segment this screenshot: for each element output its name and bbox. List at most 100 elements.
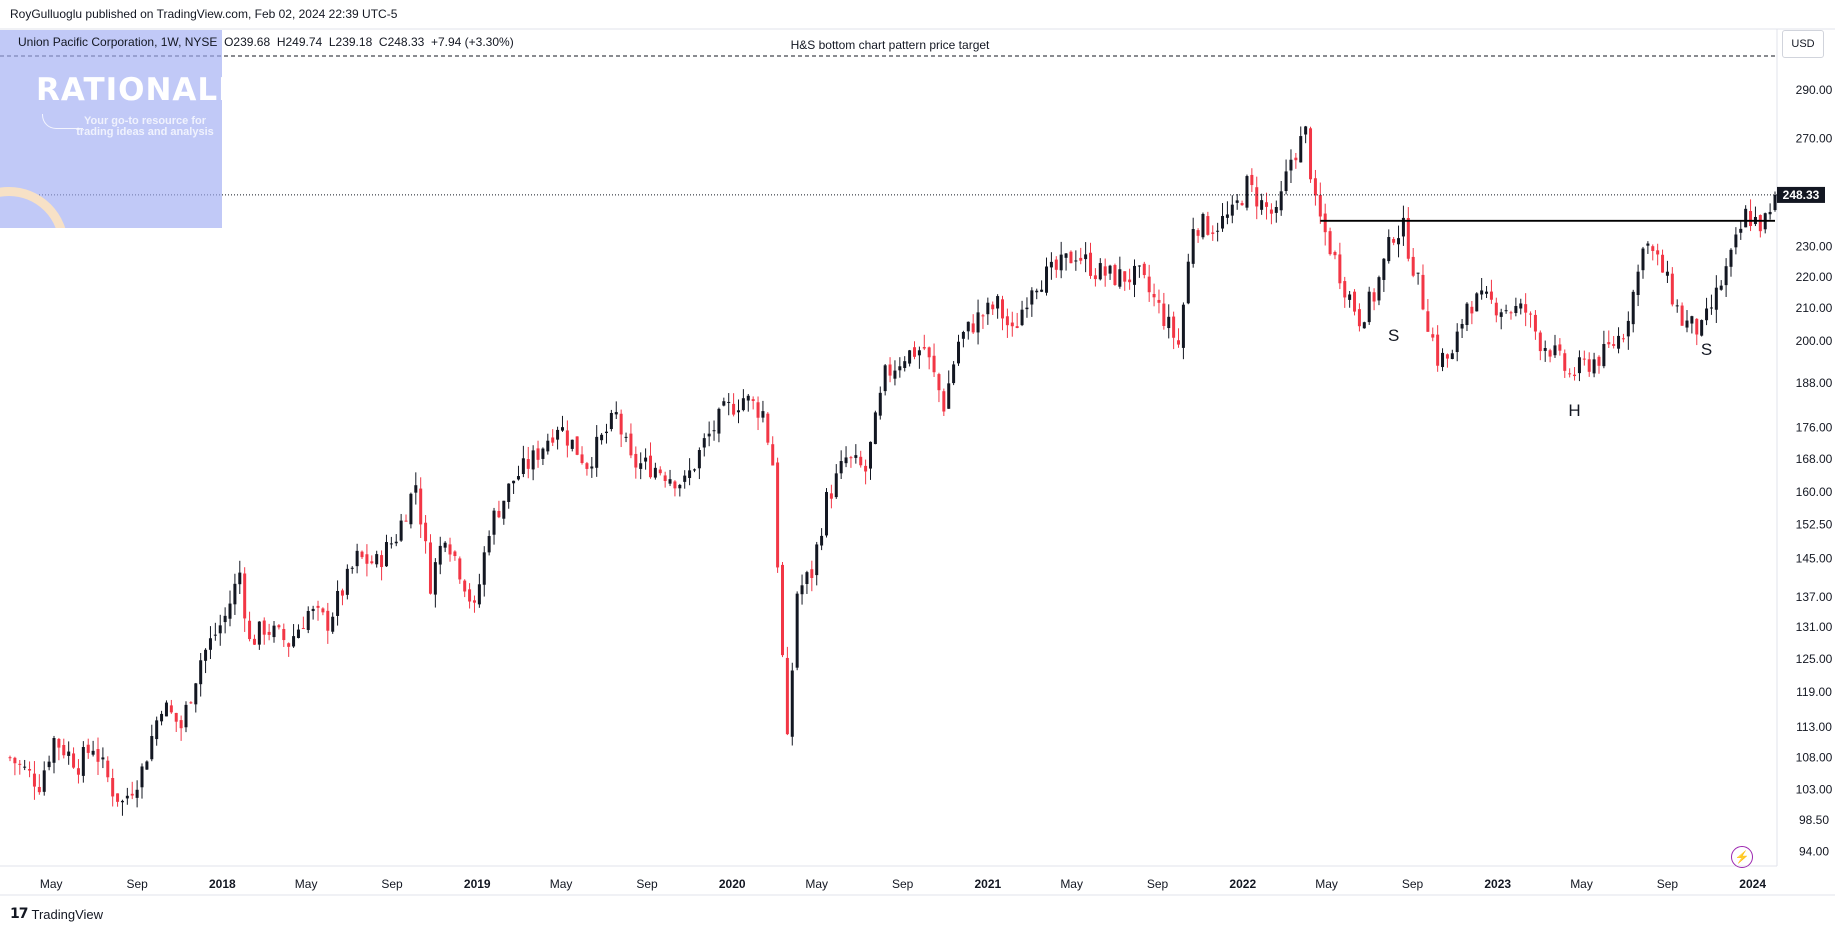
candle-body[interactable] <box>8 757 12 759</box>
candle-body[interactable] <box>1577 357 1581 374</box>
candle-body[interactable] <box>47 761 51 768</box>
candle-body[interactable] <box>370 561 374 564</box>
candle-body[interactable] <box>1113 265 1117 285</box>
candle-body[interactable] <box>316 605 320 608</box>
symbol-info[interactable]: Union Pacific Corporation, 1W, NYSE <box>18 35 218 49</box>
candle-body[interactable] <box>746 395 750 401</box>
candle-body[interactable] <box>409 493 413 525</box>
candle-body[interactable] <box>1152 293 1156 298</box>
candle-body[interactable] <box>1573 374 1577 377</box>
candle-body[interactable] <box>922 347 926 349</box>
candle-body[interactable] <box>199 660 203 685</box>
candle-body[interactable] <box>1548 350 1552 357</box>
candle-body[interactable] <box>120 800 124 803</box>
candle-body[interactable] <box>472 600 476 603</box>
candle-body[interactable] <box>697 450 701 469</box>
candle-body[interactable] <box>634 453 638 468</box>
candle-body[interactable] <box>1485 291 1489 294</box>
candle-body[interactable] <box>160 713 164 722</box>
candle-body[interactable] <box>355 550 359 567</box>
candle-body[interactable] <box>1504 310 1508 312</box>
candle-body[interactable] <box>1621 338 1625 340</box>
candle-body[interactable] <box>1304 126 1308 135</box>
candle-body[interactable] <box>287 643 291 647</box>
candle-body[interactable] <box>868 441 872 469</box>
candle-body[interactable] <box>487 536 491 553</box>
candle-body[interactable] <box>1157 299 1161 303</box>
candle-body[interactable] <box>1460 323 1464 329</box>
candle-body[interactable] <box>1172 316 1176 338</box>
candle-body[interactable] <box>1001 299 1005 319</box>
candle-body[interactable] <box>692 469 696 471</box>
candle-body[interactable] <box>585 463 589 469</box>
candle-body[interactable] <box>702 438 706 448</box>
candle-body[interactable] <box>1333 251 1337 256</box>
candle-body[interactable] <box>135 789 139 798</box>
candle-body[interactable] <box>1167 316 1171 329</box>
candle-body[interactable] <box>864 465 868 472</box>
candle-body[interactable] <box>1651 246 1655 251</box>
candle-body[interactable] <box>1367 291 1371 323</box>
candle-body[interactable] <box>1719 285 1723 290</box>
candle-body[interactable] <box>140 766 144 788</box>
candle-body[interactable] <box>1705 308 1709 321</box>
candle-body[interactable] <box>1524 304 1528 313</box>
candle-body[interactable] <box>1773 194 1777 211</box>
candle-body[interactable] <box>1494 302 1498 316</box>
candle-body[interactable] <box>1465 303 1469 326</box>
candle-body[interactable] <box>604 431 608 434</box>
candle-body[interactable] <box>1480 290 1484 295</box>
candle-body[interactable] <box>913 347 917 357</box>
tradingview-brand[interactable]: 17 TradingView <box>10 906 103 922</box>
candle-body[interactable] <box>1328 231 1332 255</box>
candle-body[interactable] <box>668 479 672 484</box>
candle-body[interactable] <box>756 402 760 418</box>
candle-body[interactable] <box>717 408 721 434</box>
candle-body[interactable] <box>1064 253 1068 258</box>
candle-body[interactable] <box>213 634 217 636</box>
candle-body[interactable] <box>1103 266 1107 276</box>
candle-body[interactable] <box>1533 314 1537 332</box>
candle-body[interactable] <box>1025 307 1029 310</box>
candle-body[interactable] <box>76 768 80 775</box>
candle-body[interactable] <box>106 760 110 778</box>
candle-body[interactable] <box>751 399 755 401</box>
candle-body[interactable] <box>1030 290 1034 305</box>
candle-body[interactable] <box>1348 294 1352 300</box>
candle-body[interactable] <box>932 355 936 373</box>
candle-body[interactable] <box>1519 303 1523 309</box>
candle-body[interactable] <box>1294 157 1298 161</box>
candle-body[interactable] <box>1607 342 1611 345</box>
candle-body[interactable] <box>653 467 657 478</box>
candle-body[interactable] <box>521 458 525 475</box>
candle-body[interactable] <box>639 463 643 469</box>
candle-body[interactable] <box>365 554 369 564</box>
candle-body[interactable] <box>810 569 814 578</box>
candle-body[interactable] <box>683 475 687 482</box>
candle-body[interactable] <box>1123 271 1127 282</box>
candle-body[interactable] <box>1563 353 1567 371</box>
candle-body[interactable] <box>629 433 633 456</box>
candle-body[interactable] <box>991 304 995 310</box>
candle-body[interactable] <box>1230 204 1234 216</box>
candle-body[interactable] <box>189 702 193 704</box>
candle-body[interactable] <box>771 444 775 466</box>
candle-body[interactable] <box>590 466 594 469</box>
candle-body[interactable] <box>1617 335 1621 349</box>
candle-body[interactable] <box>942 391 946 412</box>
candle-body[interactable] <box>1074 260 1078 262</box>
candle-body[interactable] <box>1235 200 1239 203</box>
candle-body[interactable] <box>1553 345 1557 356</box>
candle-body[interactable] <box>1377 277 1381 301</box>
candle-body[interactable] <box>507 483 511 502</box>
candle-body[interactable] <box>741 398 745 411</box>
candle-body[interactable] <box>1626 320 1630 337</box>
candle-body[interactable] <box>624 436 628 438</box>
candle-body[interactable] <box>267 631 271 635</box>
candle-body[interactable] <box>1602 344 1606 367</box>
candle-body[interactable] <box>800 585 804 595</box>
candle-body[interactable] <box>1118 269 1122 287</box>
candle-body[interactable] <box>512 480 516 484</box>
candle-body[interactable] <box>834 473 838 498</box>
candle-body[interactable] <box>296 629 300 638</box>
